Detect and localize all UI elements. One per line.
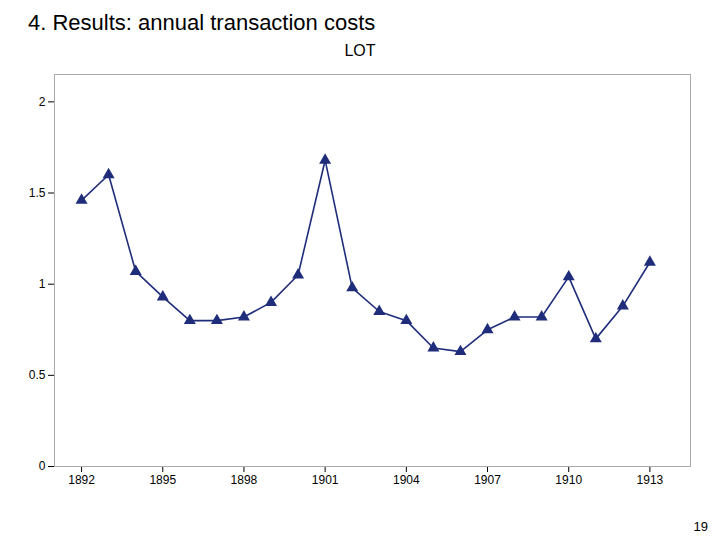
- svg-text:1892: 1892: [68, 473, 95, 487]
- svg-text:1904: 1904: [393, 473, 420, 487]
- svg-text:1.5: 1.5: [29, 186, 46, 200]
- svg-text:1901: 1901: [312, 473, 339, 487]
- svg-text:1910: 1910: [555, 473, 582, 487]
- html-text:LOT: LOT: [344, 42, 376, 59]
- svg-text:1898: 1898: [231, 473, 258, 487]
- html-text:19: 19: [693, 519, 708, 534]
- svg-text:0.5: 0.5: [29, 368, 46, 382]
- html-text:4. Results: annual transaction: 4. Results: annual transaction costs: [28, 10, 376, 35]
- svg-text:1895: 1895: [149, 473, 176, 487]
- svg-text:1: 1: [39, 277, 46, 291]
- svg-text:2: 2: [39, 95, 46, 109]
- svg-text:0: 0: [39, 459, 46, 473]
- svg-text:1913: 1913: [637, 473, 664, 487]
- svg-text:1907: 1907: [474, 473, 501, 487]
